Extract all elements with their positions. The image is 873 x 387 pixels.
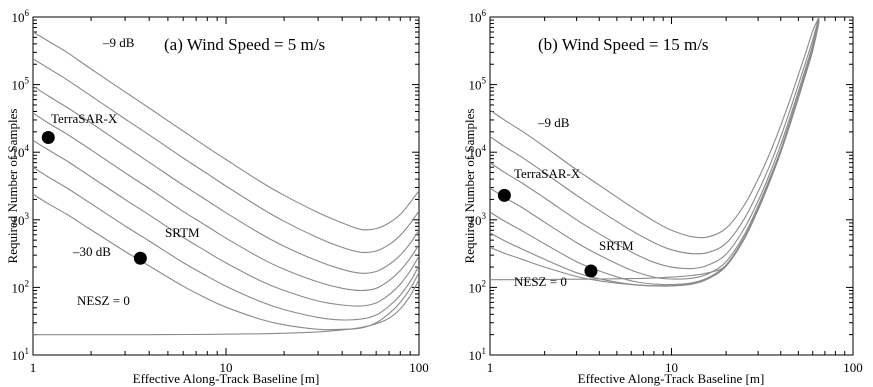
x-axis-label-b: Effective Along-Track Baseline [m] [578, 371, 765, 386]
data-point-srtm [133, 251, 147, 265]
series-line-1 [490, 17, 820, 239]
y-tick-label: 104 [469, 143, 487, 160]
x-tick-label: 100 [409, 360, 429, 375]
series-line-5 [33, 139, 419, 307]
point-label-b-terrasar: TerraSAR-X [514, 166, 581, 181]
y-tick-label: 106 [469, 8, 487, 25]
panel-a: 1 10 100 101 102 103 104 105 106 (a) Wind Speed … [5, 8, 429, 386]
x-tick-label: 10 [665, 360, 678, 375]
y-tick-label: 101 [469, 346, 487, 363]
point-label-b-srtm: SRTM [599, 238, 634, 253]
curves-a [33, 31, 419, 336]
annotation-b-nesz: NESZ = 0 [514, 274, 567, 289]
x-tick-label: 1 [30, 360, 37, 375]
y-tick-label: 105 [12, 76, 30, 93]
x-axis-label-a: Effective Along-Track Baseline [m] [133, 371, 320, 386]
series-line-3 [490, 18, 820, 270]
series-line-4 [490, 19, 820, 280]
markers-a [41, 130, 147, 265]
markers-b [497, 188, 598, 278]
panel-b-title: (b) Wind Speed = 15 m/s [538, 35, 709, 54]
annotation-a-nesz: NESZ = 0 [77, 293, 130, 308]
series-line-4 [33, 112, 419, 292]
panel-a-title: (a) Wind Speed = 5 m/s [164, 35, 325, 54]
series-line-8 [33, 279, 419, 336]
y-tick-label: 102 [12, 278, 30, 295]
data-point-terrasar-x [41, 130, 55, 144]
point-label-a-terrasar: TerraSAR-X [51, 111, 118, 126]
annotation-b-minus9db: –9 dB [537, 115, 570, 130]
x-tick-label: 10 [220, 360, 233, 375]
x-tick-label: 1 [487, 360, 494, 375]
series-line-2 [490, 17, 820, 255]
annotation-a-minus30db: –30 dB [72, 244, 111, 259]
y-axis-label-a: Required Number of Samples [5, 109, 20, 264]
series-line-1 [33, 31, 419, 231]
annotation-a-minus9db: –9 dB [102, 35, 135, 50]
y-tick-label: 101 [12, 346, 30, 363]
y-axis-label-b: Required Number of Samples [462, 109, 477, 264]
panel-b: 1 10 100 101 102 103 104 105 106 (b) Wind Speed … [462, 8, 863, 386]
ticks-a: 1 10 100 101 102 103 104 105 106 [12, 8, 429, 375]
series-line-6 [33, 166, 419, 321]
series-line-8 [490, 21, 820, 281]
y-tick-label: 106 [12, 8, 30, 25]
y-tick-label: 104 [12, 143, 30, 160]
series-line-2 [33, 58, 419, 254]
y-tick-label: 102 [469, 278, 487, 295]
y-tick-label: 103 [469, 211, 487, 228]
data-point-terrasar-x [497, 188, 511, 202]
ticks-b: 1 10 100 101 102 103 104 105 106 [469, 8, 863, 375]
y-tick-label: 103 [12, 211, 30, 228]
series-line-7 [33, 193, 419, 331]
data-point-srtm [584, 264, 598, 278]
curves-b [490, 17, 820, 287]
plot-frame-b [489, 16, 854, 356]
series-line-3 [33, 85, 419, 274]
point-label-a-srtm: SRTM [165, 225, 200, 240]
x-tick-label: 100 [843, 360, 863, 375]
y-tick-label: 105 [469, 76, 487, 93]
